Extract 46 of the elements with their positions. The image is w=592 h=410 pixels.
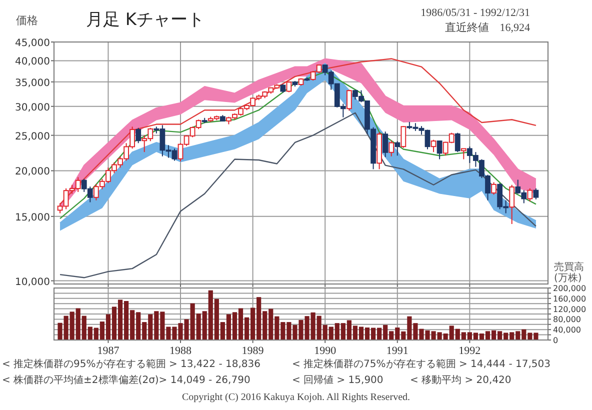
text: 直近終値 16,924	[444, 21, 530, 34]
candlestick	[509, 184, 515, 225]
x-tick-label: 1992	[458, 345, 481, 357]
y2-axis-title: 売買高 (万株)	[554, 261, 584, 284]
candlestick	[533, 188, 539, 200]
candlestick	[394, 140, 400, 156]
y2-tick-label: 160,000	[553, 294, 586, 304]
x-tick-label: 1991	[386, 345, 408, 357]
candlestick	[430, 139, 436, 153]
y-tick-label: 20,000	[15, 166, 50, 178]
x-tick-label: 1989	[242, 345, 264, 357]
x-tick-label: 1988	[170, 345, 192, 357]
y-tick-label: 45,000	[15, 38, 50, 49]
candlestick	[382, 131, 388, 158]
text: Copyright (C) 2016 Kakuya Kojoh. All Rights Reserved.	[182, 392, 410, 403]
text: 1986/05/31 - 1992/12/31	[420, 7, 530, 19]
candlestick	[436, 140, 442, 160]
y2-tick-label: 0	[553, 336, 558, 345]
y-tick-label: 30,000	[15, 102, 50, 114]
chart-title: 月足 Kチャート	[86, 10, 205, 30]
candlestick	[454, 132, 460, 153]
candlestick	[346, 89, 352, 112]
y2-tick-label: 40,000	[553, 326, 581, 335]
y2-tick-label: 200,000	[553, 284, 586, 293]
y2-tick-label: 80,000	[553, 315, 581, 324]
y2-tick-label: 120,000	[553, 304, 586, 314]
y-tick-label: 15,000	[15, 212, 50, 224]
text: < 回帰値 > 15,900	[292, 374, 384, 386]
text: < 移動平均 > 20,420	[410, 374, 512, 386]
x-tick-label: 1990	[314, 345, 337, 357]
candlestick	[388, 140, 394, 157]
y-tick-label: 35,000	[15, 78, 50, 89]
y-tick-label: 25,000	[15, 131, 50, 142]
text: < 推定株価群の75%が存在する範囲 > 14,444 - 17,503	[292, 358, 550, 370]
line-series	[59, 112, 537, 278]
y-axis-title: 価格	[16, 14, 38, 27]
y-tick-label: 10,000	[15, 276, 50, 288]
text: < 推定株価群の95%が存在する範囲 > 13,422 - 18,836	[2, 358, 260, 370]
candlestick	[400, 126, 406, 148]
candlestick	[491, 182, 496, 196]
text: < 株価群の平均値±2標準偏差(2σ)> 14,049 - 26,790	[2, 374, 250, 386]
y-tick-label: 40,000	[15, 56, 50, 68]
candlestick	[136, 127, 142, 144]
candlestick	[527, 188, 533, 202]
x-tick-label: 1987	[97, 345, 120, 357]
candlestick	[460, 148, 466, 160]
